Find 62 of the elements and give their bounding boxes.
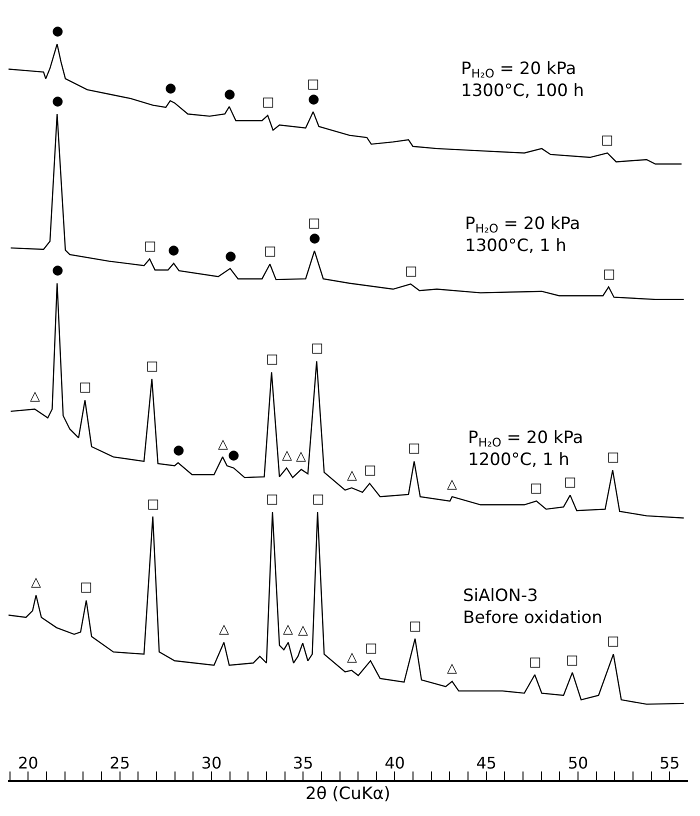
annotation: □ (603, 267, 616, 282)
x-tick-label: 50 (568, 753, 588, 772)
annotation: □ (566, 653, 578, 668)
annotation: □ (266, 352, 278, 367)
annotation: □ (311, 341, 324, 356)
annotation: □ (312, 492, 324, 507)
annotation: □ (266, 492, 278, 507)
annotation: △ (347, 468, 357, 483)
annotation: □ (146, 359, 158, 374)
annotation: ● (228, 448, 240, 463)
annotation: □ (405, 264, 418, 279)
annotation: □ (364, 463, 376, 478)
text: P$_{H₂O}$ = 20 kPa 1300°C, 100 h (461, 59, 584, 102)
annotation: □ (79, 380, 92, 395)
annotation: △ (283, 622, 293, 637)
annotation: ● (309, 231, 320, 246)
text: P$_{H₂O}$ = 20 kPa 1300°C, 1 h (465, 214, 580, 256)
annotation: △ (298, 623, 308, 638)
annotation: ● (52, 263, 64, 278)
annotation: □ (144, 239, 156, 254)
x-tick-label: 55 (659, 753, 680, 772)
annotation: △ (347, 650, 357, 665)
x-tick-label: 40 (384, 753, 405, 772)
annotation: △ (31, 575, 41, 590)
x-tick-label: 45 (476, 753, 497, 772)
annotation: □ (530, 481, 542, 496)
annotation: □ (529, 655, 542, 670)
annotation: □ (365, 641, 378, 656)
annotation: ● (308, 92, 320, 107)
annotation: □ (147, 497, 160, 512)
annotation: ● (225, 249, 236, 264)
annotation: ● (168, 243, 180, 258)
annotation: ● (52, 94, 64, 109)
annotation: □ (601, 133, 614, 148)
annotation: △ (30, 389, 40, 404)
annotation: □ (307, 77, 320, 92)
annotation: △ (447, 661, 457, 676)
annotation: ● (224, 87, 236, 102)
annotation: ● (173, 443, 184, 458)
annotation: □ (262, 95, 274, 110)
annotation: △ (296, 449, 306, 464)
x-tick-label: 30 (201, 753, 222, 772)
annotation: □ (607, 634, 620, 649)
annotation: □ (308, 216, 320, 231)
annotation: □ (564, 475, 576, 490)
annotation: △ (218, 437, 228, 452)
x-axis-title: 2θ (CuKα) (306, 784, 390, 804)
series-label: SiAlON-3 Before oxidation (463, 586, 602, 628)
annotation: □ (408, 441, 420, 456)
annotation: △ (447, 477, 457, 492)
series-label: P$_{H₂O}$ = 20 kPa 1200°C, 1 h (468, 428, 584, 470)
annotation: △ (219, 622, 229, 637)
x-tick-label: 20 (18, 753, 38, 772)
x-tick-label: 25 (110, 753, 130, 772)
annotation: □ (607, 450, 620, 465)
annotation: △ (282, 448, 292, 463)
annotation: ● (165, 81, 176, 96)
annotation: □ (264, 244, 276, 259)
annotation: ● (52, 24, 64, 39)
x-tick-label: 35 (292, 753, 314, 772)
annotation: □ (80, 580, 92, 595)
annotation: □ (409, 619, 422, 634)
